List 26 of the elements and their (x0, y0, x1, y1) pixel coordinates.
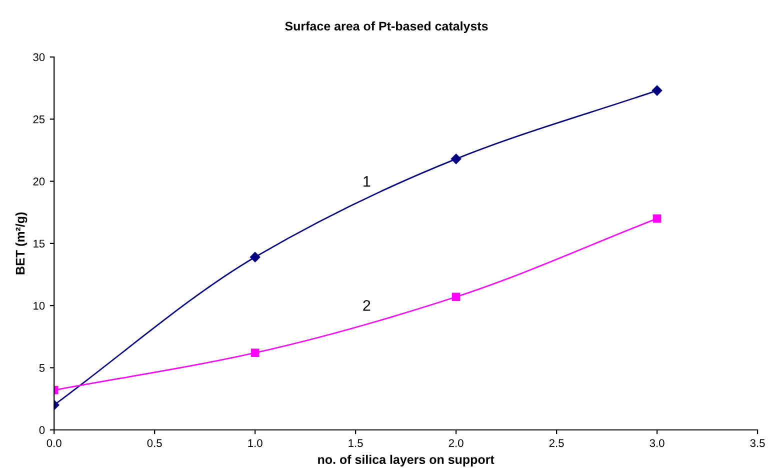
point (250, 348, 260, 357)
point (250, 252, 260, 262)
x-tick-label: 2.5 (549, 439, 564, 448)
point (652, 85, 662, 96)
y-axis-title: BET (m²/g) (15, 212, 28, 274)
x-axis-title: no. of silica layers on support (318, 454, 494, 466)
y-tick-label: 25 (33, 115, 45, 124)
y-tick-label: 30 (33, 53, 45, 62)
point (452, 292, 460, 302)
x-tick-label: 0.0 (46, 439, 62, 448)
point (652, 214, 662, 223)
chart-title: Surface area of Pt-based catalysts (285, 21, 488, 34)
y-tick-label: 10 (34, 302, 45, 310)
point (450, 154, 462, 164)
x-tick-label: 1.0 (248, 439, 262, 448)
series-label: 1 (364, 176, 370, 187)
series-label: 2 (363, 300, 370, 311)
y-tick-label: 0 (39, 426, 45, 434)
x-tick-label: 0.5 (147, 439, 162, 448)
x-tick-label: 3.0 (650, 439, 664, 448)
y-tick-label: 20 (33, 178, 45, 186)
y-tick-label: 15 (34, 240, 45, 248)
x-tick-label: 2.0 (448, 439, 464, 448)
y-tick-label: 5 (39, 364, 45, 372)
x-tick-label: 1.5 (348, 439, 363, 448)
x-tick-label: 3.5 (750, 439, 765, 448)
